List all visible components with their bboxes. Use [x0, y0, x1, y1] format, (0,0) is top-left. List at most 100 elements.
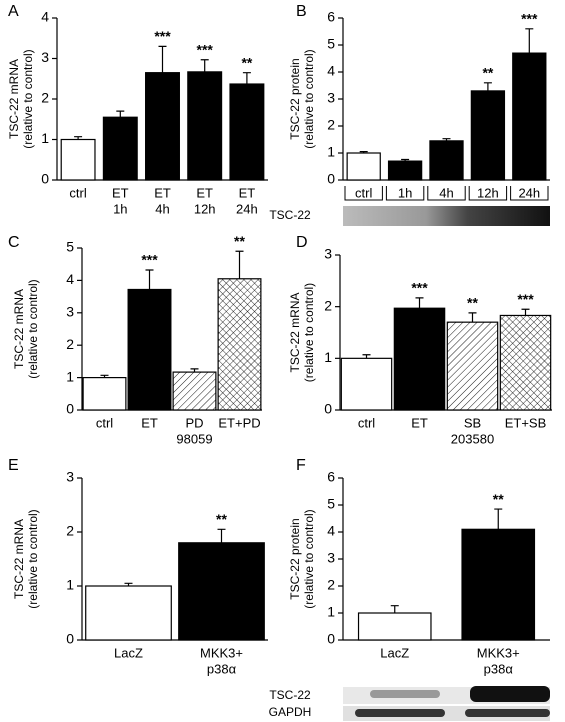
x-tick-label: 24h: [236, 201, 258, 216]
x-tick-label: 24h: [518, 185, 540, 200]
y-axis-label: TSC-22 protein: [288, 58, 302, 139]
y-axis-label: (relative to control): [26, 509, 40, 608]
y-tick-label: 2: [66, 523, 74, 539]
bar: [357, 612, 432, 641]
y-tick-label: 1: [324, 349, 332, 365]
significance-label: ***: [141, 252, 158, 268]
x-tick-label: 1h: [113, 201, 127, 216]
y-tick-label: 2: [41, 90, 49, 106]
y-tick-label: 0: [327, 171, 335, 187]
error-bar: [74, 136, 83, 140]
error-bar: [442, 138, 451, 141]
y-tick-label: 6: [327, 9, 335, 25]
x-tick-label: PD: [185, 415, 203, 430]
error-bar: [100, 374, 109, 378]
significance-label: **: [467, 295, 478, 311]
x-tick-label: 1h: [398, 185, 412, 200]
y-axis-label: (relative to control): [302, 49, 316, 148]
bar: [499, 314, 552, 411]
panel-label: E: [8, 457, 19, 474]
error-bar: [494, 508, 503, 530]
x-tick-label: ctrl: [355, 185, 372, 200]
bar: [102, 116, 138, 181]
x-tick-label: 12h: [477, 185, 499, 200]
bar: [512, 52, 547, 181]
panel-label: C: [8, 234, 20, 251]
blot-band: [465, 709, 550, 717]
blot-band: [355, 709, 445, 717]
y-tick-label: 0: [41, 171, 49, 187]
bar: [346, 152, 381, 181]
x-tick-label: p38α: [207, 661, 237, 676]
x-tick-label: 203580: [451, 431, 494, 446]
y-tick-label: 2: [327, 117, 335, 133]
significance-label: ***: [154, 28, 171, 44]
panel-label: F: [296, 457, 306, 474]
y-tick-label: 4: [41, 9, 49, 25]
bar: [393, 307, 446, 411]
y-tick-label: 1: [327, 604, 335, 620]
error-bar: [200, 59, 209, 72]
bar: [178, 542, 265, 641]
error-bar: [242, 72, 251, 85]
significance-label: ***: [411, 280, 428, 296]
y-tick-label: 0: [327, 631, 335, 647]
lane-bracket: [427, 186, 466, 201]
error-bar: [468, 312, 477, 323]
lane-bracket: [468, 186, 508, 201]
lane-bracket: [510, 186, 549, 201]
blot-label: TSC-22: [269, 208, 311, 222]
bar: [172, 371, 217, 411]
error-bar: [190, 368, 199, 373]
y-tick-label: 2: [66, 336, 74, 352]
panel-label: B: [296, 3, 307, 20]
x-tick-label: ET: [112, 185, 129, 200]
y-tick-label: 1: [66, 368, 74, 384]
blot-band: [470, 686, 550, 702]
y-tick-label: 5: [66, 239, 74, 255]
x-tick-label: ET: [239, 185, 256, 200]
blot-label: GAPDH: [269, 705, 312, 719]
y-tick-label: 2: [324, 297, 332, 313]
y-tick-label: 3: [327, 90, 335, 106]
y-axis-label: TSC-22 mRNA: [288, 292, 302, 372]
significance-label: **: [493, 491, 504, 507]
panel-label: A: [8, 3, 19, 20]
bar: [145, 72, 180, 181]
error-bar: [401, 158, 410, 162]
bar: [429, 140, 464, 181]
error-bar: [525, 28, 534, 54]
error-bar: [158, 45, 167, 73]
y-tick-label: 1: [66, 577, 74, 593]
y-axis-label: (relative to control): [21, 49, 35, 148]
significance-label: ***: [521, 11, 538, 27]
bar: [470, 90, 506, 181]
y-axis-label: (relative to control): [302, 283, 316, 382]
x-tick-label: MKK3+: [200, 645, 243, 660]
y-tick-label: 3: [66, 304, 74, 320]
y-tick-label: 4: [327, 63, 335, 79]
x-tick-label: SB: [464, 415, 481, 430]
bar: [187, 71, 223, 181]
y-axis-label: (relative to control): [302, 509, 316, 608]
y-tick-label: 3: [41, 49, 49, 65]
x-tick-label: p38α: [484, 661, 514, 676]
y-tick-label: 2: [327, 577, 335, 593]
lane-bracket: [385, 186, 425, 201]
x-tick-label: ET: [196, 185, 213, 200]
error-bar: [390, 605, 399, 613]
x-tick-label: ctrl: [69, 185, 86, 200]
error-bar: [235, 250, 244, 279]
y-tick-label: 5: [327, 496, 335, 512]
y-axis-label: TSC-22 mRNA: [7, 59, 21, 139]
y-tick-label: 0: [324, 401, 332, 417]
significance-label: **: [234, 233, 245, 249]
error-bar: [521, 308, 530, 316]
x-tick-label: 98059: [176, 431, 212, 446]
bar: [340, 357, 393, 411]
x-tick-label: ctrl: [358, 415, 375, 430]
error-bar: [362, 354, 371, 359]
error-bar: [359, 151, 368, 153]
panel-label: D: [296, 234, 308, 251]
x-tick-label: ET: [141, 415, 158, 430]
